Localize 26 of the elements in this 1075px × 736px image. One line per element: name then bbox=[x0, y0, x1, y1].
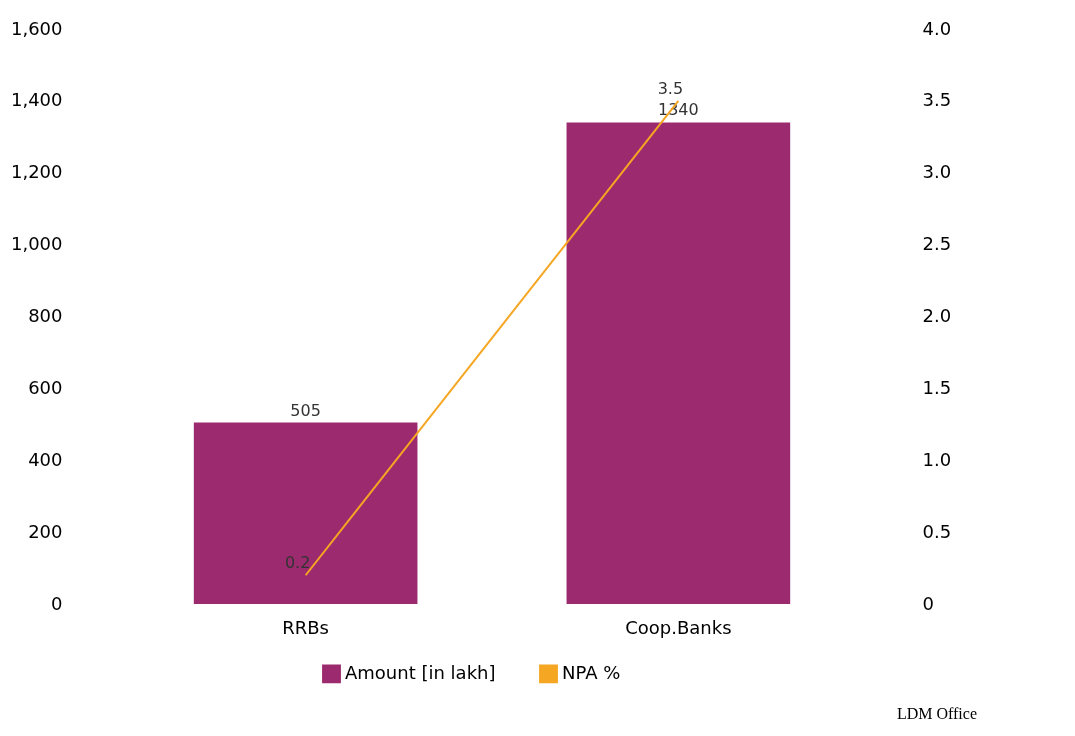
text: LDM Office bbox=[896, 705, 977, 722]
y-tick-label: 0 bbox=[51, 592, 63, 614]
y2-tick-label: 2.0 bbox=[922, 305, 952, 326]
y-tick-label: 1,000 bbox=[10, 233, 63, 255]
y-tick-label: 200 bbox=[28, 520, 63, 542]
y2-tick-label: 2.5 bbox=[922, 233, 952, 255]
legend-label: Amount [in lakh] bbox=[345, 661, 496, 683]
y2-tick-label: 3.0 bbox=[922, 161, 952, 183]
y-tick-label: 1,600 bbox=[10, 17, 63, 39]
y-tick-label: 1,400 bbox=[10, 89, 63, 111]
y2-tick-label: 1.5 bbox=[922, 376, 952, 398]
x-tick-label: Coop.Banks bbox=[625, 616, 732, 638]
y-tick-label: 400 bbox=[28, 448, 63, 470]
y2-tick-label: 0 bbox=[922, 592, 934, 614]
y2-tick-label: 3.5 bbox=[922, 89, 952, 111]
data-label: 0.2 bbox=[284, 553, 311, 573]
y2-tick-label: 4.0 bbox=[922, 17, 952, 39]
y2-tick-label: 0.5 bbox=[922, 520, 952, 542]
y2-tick-label: 1.0 bbox=[922, 448, 952, 470]
x-tick-label: RRBs bbox=[282, 616, 330, 638]
y-tick-label: 600 bbox=[28, 376, 63, 398]
data-label: 3.5 bbox=[657, 78, 684, 98]
legend-label: NPA % bbox=[562, 661, 621, 683]
y-tick-label: 1,200 bbox=[10, 161, 63, 183]
y-tick-label: 800 bbox=[28, 305, 63, 326]
data-label: 505 bbox=[290, 400, 321, 420]
